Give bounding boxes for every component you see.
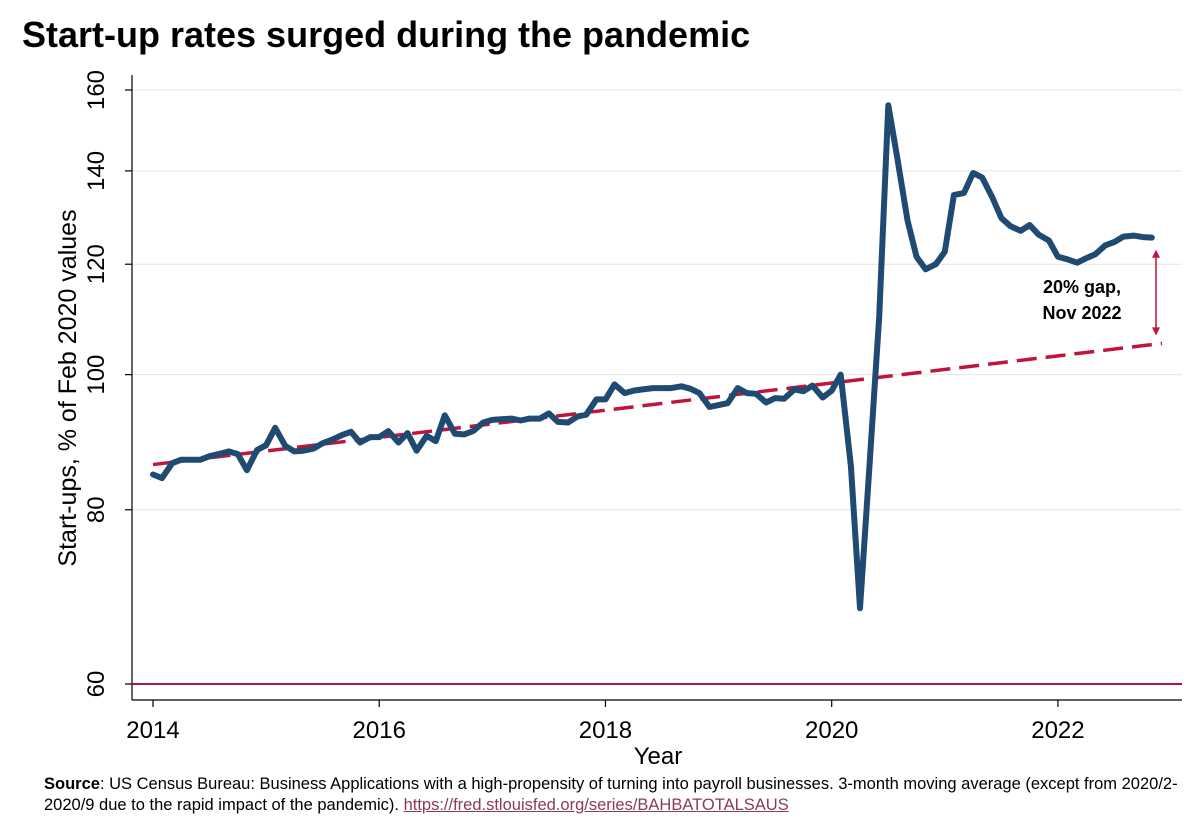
x-tick-label-2014: 2014 <box>126 717 179 744</box>
grid-lines <box>132 89 1182 511</box>
source-link[interactable]: https://fred.stlouisfed.org/series/BAHBA… <box>403 796 789 814</box>
y-tick-label-160: 160 <box>83 70 110 110</box>
x-ticks: 2014 2016 2018 2020 2022 <box>126 700 1085 744</box>
y-ticks: 60 80 100 120 140 160 <box>83 70 132 697</box>
gap-arrow-head-top <box>1152 249 1160 258</box>
chart-title: Start-up rates surged during the pandemi… <box>22 14 751 55</box>
annotation-line-2: Nov 2022 <box>1042 303 1121 323</box>
line-chart: 60 80 100 120 140 160 2014 2016 2018 2020 2022 20… <box>54 70 1182 770</box>
x-tick-label-2020: 2020 <box>805 717 858 744</box>
x-tick-label-2016: 2016 <box>353 717 406 744</box>
trend-line <box>152 341 1163 467</box>
start-ups-series-line <box>150 102 1155 612</box>
y-tick-label-140: 140 <box>83 151 110 191</box>
y-tick-label-80: 80 <box>83 496 110 523</box>
source-text: : US Census Bureau: Business Application… <box>44 775 1178 814</box>
gap-annotation: 20% gap, Nov 2022 <box>1042 249 1160 336</box>
x-tick-label-2022: 2022 <box>1031 717 1084 744</box>
source-note: Source: US Census Bureau: Business Appli… <box>44 774 1194 816</box>
y-tick-label-120: 120 <box>83 244 110 284</box>
gap-arrow-head-bottom <box>1152 327 1160 336</box>
axes <box>131 75 1182 701</box>
x-tick-label-2018: 2018 <box>579 717 632 744</box>
y-tick-label-100: 100 <box>83 355 110 395</box>
y-axis-label: Start-ups, % of Feb 2020 values <box>54 209 82 566</box>
x-axis-label: Year <box>634 743 683 770</box>
y-tick-label-60: 60 <box>83 671 110 698</box>
series-group <box>132 102 1182 685</box>
annotation-line-1: 20% gap, <box>1043 277 1121 297</box>
source-label: Source <box>44 775 100 793</box>
